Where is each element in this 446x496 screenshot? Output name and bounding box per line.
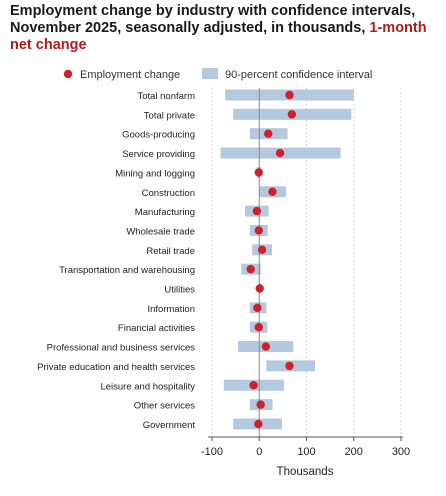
x-axis: -100 0 100 200 300 Thousands: [201, 436, 410, 478]
point-utilities: [255, 284, 264, 293]
category-label-information: Information: [147, 304, 195, 315]
legend-marker-confidence-interval: [202, 68, 218, 79]
point-total-nonfarm: [285, 90, 294, 100]
chart-title-main: Employment change by industry with confi…: [10, 3, 416, 36]
x-tick-label: 200: [345, 446, 363, 458]
category-label-goods-producing: Goods-producing: [122, 130, 195, 141]
category-label-wholesale-trade: Wholesale trade: [126, 226, 195, 237]
point-retail-trade: [257, 245, 267, 254]
category-label-mining-and-logging: Mining and logging: [115, 168, 195, 179]
category-label-retail-trade: Retail trade: [146, 246, 195, 257]
category-label-total-nonfarm: Total nonfarm: [137, 91, 195, 102]
x-tick-label: 100: [297, 446, 315, 458]
point-private-education-and-health-services: [285, 361, 294, 371]
category-label-service-providing: Service providing: [122, 149, 195, 160]
x-axis-title: Thousands: [277, 466, 334, 478]
x-tick-label: 0: [256, 446, 262, 458]
point-information: [253, 303, 262, 313]
category-label-financial-activities: Financial activities: [118, 323, 195, 334]
point-wholesale-trade: [254, 226, 263, 235]
point-professional-and-business-services: [261, 342, 271, 351]
x-tick-label: -100: [201, 446, 223, 458]
legend-marker-employment-change: [63, 69, 73, 79]
category-label-leisure-and-hospitality: Leisure and hospitality: [100, 381, 195, 392]
point-mining-and-logging: [254, 168, 263, 177]
point-total-private: [287, 110, 297, 119]
category-label-government: Government: [143, 420, 196, 431]
category-label-construction: Construction: [142, 188, 195, 199]
category-label-utilities: Utilities: [164, 285, 195, 296]
category-label-other-services: Other services: [134, 401, 195, 412]
point-government: [254, 419, 263, 429]
point-transportation-and-warehousing: [246, 264, 255, 274]
category-label-professional-and-business-services: Professional and business services: [47, 343, 196, 354]
point-financial-activities: [254, 323, 263, 332]
x-tick-label: 300: [392, 446, 410, 458]
legend-label-confidence-interval: 90-percent confidence interval: [225, 69, 372, 81]
chart-legend: Employment change 90-percent confidence …: [63, 68, 372, 81]
point-construction: [268, 187, 277, 196]
legend-label-employment-change: Employment change: [80, 69, 180, 81]
point-manufacturing: [252, 206, 262, 216]
employment-change-points: [246, 90, 297, 429]
point-service-providing: [275, 148, 285, 158]
category-label-total-private: Total private: [144, 110, 195, 121]
point-other-services: [256, 400, 265, 409]
confidence-interval-bands: [220, 89, 354, 430]
category-label-private-education-and-health-services: Private education and health services: [37, 362, 195, 373]
chart-title: Employment change by industry with confi…: [10, 3, 440, 54]
point-goods-producing: [264, 129, 273, 138]
category-label-manufacturing: Manufacturing: [135, 207, 195, 218]
category-labels: Total nonfarm Total private Goods-producin…: [37, 91, 195, 431]
point-leisure-and-hospitality: [249, 381, 258, 390]
category-label-transportation-and-warehousing: Transportation and warehousing: [59, 265, 195, 276]
chart-title-accent: 1-month net change: [10, 20, 427, 53]
